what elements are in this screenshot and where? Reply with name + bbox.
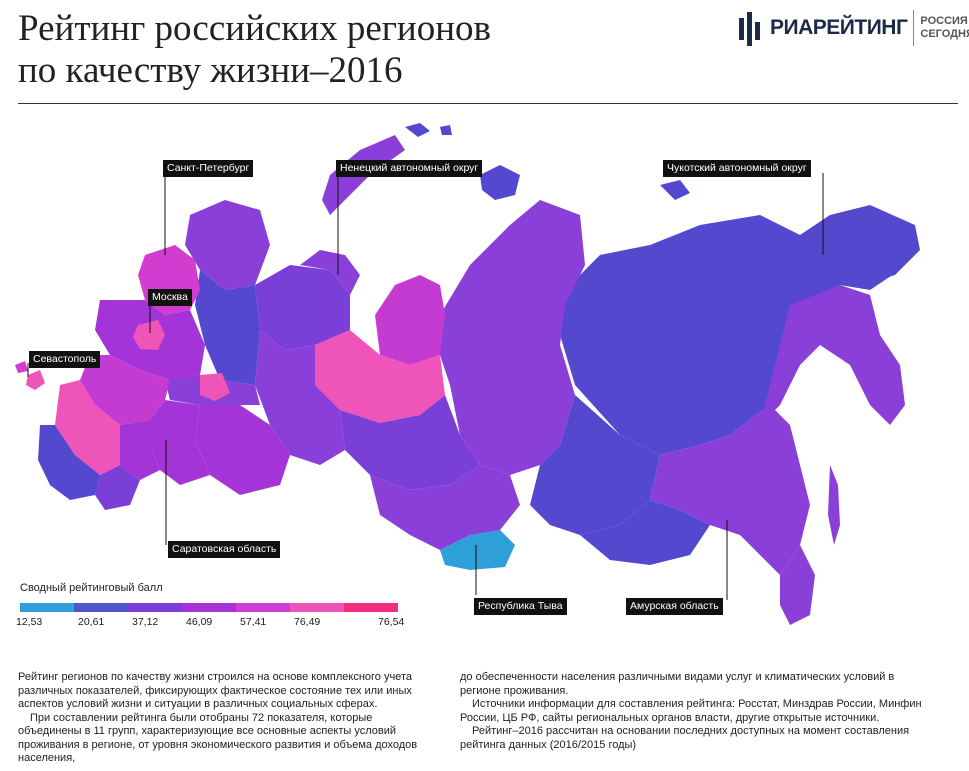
region-tyva[interactable] xyxy=(440,530,515,570)
legend-tick-1: 12,53 xyxy=(16,616,43,628)
region-altai-kemerovo[interactable] xyxy=(370,465,520,550)
region-tomsk-novosibirsk[interactable] xyxy=(340,395,480,490)
legend-swatch-4 xyxy=(182,603,236,612)
ria-rating-logo[interactable]: РИА РЕЙТИНГ РОССИЯ СЕГОДНЯ xyxy=(738,6,969,50)
legend-swatch-7 xyxy=(344,603,398,612)
ria-logo-icon xyxy=(739,12,760,46)
description-column-1: Рейтинг регионов по качеству жизни строи… xyxy=(18,671,438,766)
region-sakhalin[interactable] xyxy=(828,465,840,545)
label-sevastopol: Севастополь xyxy=(29,351,101,368)
region-taimyr-islands[interactable] xyxy=(480,165,520,200)
region-franz-josef[interactable] xyxy=(405,123,452,137)
region-yamal[interactable] xyxy=(375,275,445,365)
region-new-siberian-islands[interactable] xyxy=(660,180,690,200)
region-chukotka[interactable] xyxy=(800,205,920,285)
legend-tick-7: 76,54 xyxy=(378,616,405,628)
region-moscow[interactable] xyxy=(133,320,165,350)
region-tatarstan[interactable] xyxy=(200,373,230,401)
title-line-1: Рейтинг российских регионов xyxy=(18,8,491,49)
rossiya-segodnya-logo: РОССИЯ СЕГОДНЯ xyxy=(920,15,969,41)
region-caucasus[interactable] xyxy=(38,425,100,500)
label-saint-petersburg: Санкт-Петербург xyxy=(163,160,254,177)
label-amur: Амурская область xyxy=(626,598,723,615)
region-krasnoyarsk[interactable] xyxy=(440,200,585,475)
legend-tick-5: 57,41 xyxy=(240,616,267,628)
russia-regions-map xyxy=(15,123,920,625)
region-primorye[interactable] xyxy=(780,545,815,625)
description-paragraph-3: до обеспеченности населения различными в… xyxy=(460,671,895,697)
legend-tick-2: 20,61 xyxy=(78,616,105,628)
legend-swatch-2 xyxy=(74,603,128,612)
region-komi[interactable] xyxy=(255,265,350,350)
logo-ria-text: РИА xyxy=(770,16,813,39)
region-saratov[interactable] xyxy=(120,420,160,480)
logo-rating-text: РЕЙТИНГ xyxy=(812,16,908,39)
region-amur-khabarovsk[interactable] xyxy=(650,405,810,575)
legend-swatch-5 xyxy=(236,603,290,612)
legend-swatch-3 xyxy=(128,603,182,612)
region-orenburg-bashkiria[interactable] xyxy=(195,405,290,495)
legend-swatch-1 xyxy=(20,603,74,612)
legend-tick-4: 46,09 xyxy=(186,616,213,628)
label-moscow: Москва xyxy=(148,289,192,306)
page-title: Рейтинг российских регионов по качеству … xyxy=(18,8,491,92)
region-arkhangelsk[interactable] xyxy=(195,270,260,385)
label-tyva: Республика Тыва xyxy=(474,598,567,615)
region-kaliningrad[interactable] xyxy=(15,361,28,373)
header-divider xyxy=(18,103,958,104)
legend-tick-6: 76,49 xyxy=(294,616,321,628)
region-ural-federal[interactable] xyxy=(255,330,345,465)
title-line-2: по качеству жизни–2016 xyxy=(18,50,403,91)
region-south-west[interactable] xyxy=(55,380,120,475)
label-chukotka: Чукотский автономный округ xyxy=(663,160,811,177)
description-paragraph-5: Рейтинг–2016 рассчитан на основании посл… xyxy=(460,725,910,751)
legend-tick-3: 37,12 xyxy=(132,616,159,628)
legend-swatch-6 xyxy=(290,603,344,612)
region-magadan-kamchatka[interactable] xyxy=(760,285,905,425)
description-column-2: до обеспеченности населения различными в… xyxy=(460,671,930,752)
region-nenets[interactable] xyxy=(300,250,360,295)
legend-color-scale xyxy=(20,603,398,612)
region-murmansk-karelia[interactable] xyxy=(185,200,270,290)
region-crimea-sevastopol[interactable] xyxy=(26,370,45,390)
logo-divider xyxy=(913,10,915,46)
region-caspian[interactable] xyxy=(95,465,140,510)
region-volga[interactable] xyxy=(150,400,210,485)
description-paragraph-2: При составлении рейтинга были отобраны 7… xyxy=(18,711,418,765)
region-irkutsk[interactable] xyxy=(530,395,660,535)
label-saratov: Саратовская область xyxy=(168,541,281,558)
description-paragraph-1: Рейтинг регионов по качеству жизни строи… xyxy=(18,671,412,710)
description-paragraph-4: Источники информации для составления рей… xyxy=(460,698,922,724)
logo-partner-line-2: СЕГОДНЯ xyxy=(920,28,969,40)
logo-partner-line-1: РОССИЯ xyxy=(920,15,968,27)
legend-title: Сводный рейтинговый балл xyxy=(20,582,163,594)
region-zabaikalye-buryatia[interactable] xyxy=(580,500,710,565)
legend-tick-labels: 12,53 20,61 37,12 46,09 57,41 76,49 76,54 xyxy=(16,616,404,630)
region-central-south[interactable] xyxy=(80,355,170,425)
region-khmao[interactable] xyxy=(315,330,445,423)
label-nenets: Ненецкий автономный округ xyxy=(336,160,483,177)
